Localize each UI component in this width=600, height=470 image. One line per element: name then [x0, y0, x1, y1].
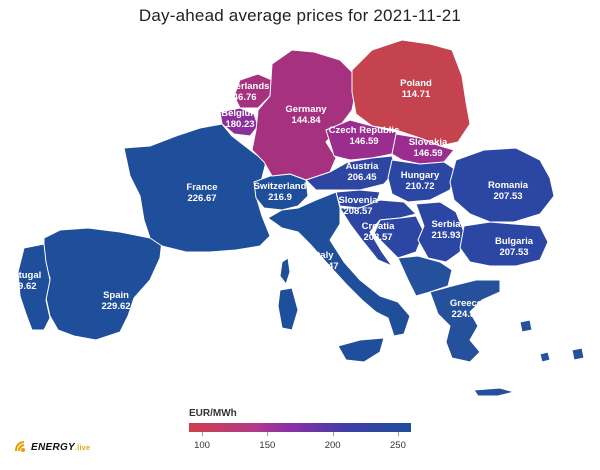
legend-color-scale [189, 423, 411, 432]
country-price-netherlands: 146.76 [227, 92, 256, 103]
country-name-netherlands: Netherlands [215, 81, 270, 92]
country-name-spain: Spain [103, 290, 129, 301]
country-netherlands[interactable] [233, 73, 273, 109]
legend-tick-label: 150 [259, 440, 276, 451]
country-hungary[interactable] [387, 159, 457, 203]
country-price-croatia: 208.57 [363, 232, 392, 243]
country-serbia[interactable] [415, 201, 465, 263]
country-price-romania: 207.53 [493, 191, 522, 202]
country-price-poland: 114.71 [402, 89, 431, 100]
legend-tick-mark [397, 432, 399, 436]
country-name-france: France [186, 182, 217, 193]
country-greece[interactable] [429, 279, 501, 363]
legend-tick-label: 200 [324, 440, 341, 451]
country-name-hungary: Hungary [401, 170, 440, 181]
map-title: Day-ahead average prices for 2021-11-21 [138, 6, 462, 25]
country-price-portugal: 229.62 [7, 281, 36, 292]
country-name-serbia: Serbia [431, 219, 461, 230]
island-aegean [519, 319, 533, 333]
country-price-switzerland: 216.9 [268, 192, 292, 203]
signal-icon [15, 441, 25, 452]
country-bosnia [373, 215, 425, 259]
country-price-spain: 229.62 [101, 301, 130, 312]
country-bulgaria[interactable] [459, 221, 549, 267]
country-name-germany: Germany [285, 104, 327, 115]
island-crete [473, 387, 515, 397]
island-sicily [337, 337, 385, 363]
country-portugal[interactable] [17, 243, 51, 331]
country-belgium[interactable] [219, 107, 259, 137]
country-price-france: 226.67 [187, 193, 216, 204]
country-name-switzerland: Switzerland [254, 181, 307, 192]
country-price-slovakia: 146.59 [413, 148, 442, 159]
island-corsica [279, 257, 291, 285]
country-romania[interactable] [449, 147, 555, 223]
country-name-belgium: Belgium [221, 108, 258, 119]
country-name-slovakia: Slovakia [409, 137, 448, 148]
legend-tick-label: 250 [390, 440, 406, 451]
country-price-slovenia: 208.57 [343, 206, 372, 217]
country-poland[interactable] [351, 39, 471, 147]
island-aegean [571, 347, 585, 361]
island-sardinia [277, 287, 299, 331]
country-price-czech-republic: 146.59 [349, 136, 378, 147]
legend-tick-mark [202, 432, 204, 436]
country-price-austria: 206.45 [347, 172, 377, 183]
island-aegean [539, 351, 551, 363]
legend-tick-mark [332, 432, 334, 436]
country-name-italy: Italy [314, 250, 334, 261]
country-price-italy: 223.47 [309, 261, 338, 272]
country-france[interactable] [123, 123, 271, 253]
logo-text: ENERGY.live [31, 442, 91, 453]
country-price-germany: 144.84 [291, 115, 321, 126]
country-name-bulgaria: Bulgaria [495, 236, 534, 247]
country-price-belgium: 180.23 [225, 119, 254, 130]
legend-tick-mark [267, 432, 269, 436]
country-name-poland: Poland [400, 78, 432, 89]
country-name-austria: Austria [346, 161, 379, 172]
legend-title: EUR/MWh [189, 408, 237, 419]
country-price-serbia: 215.93 [431, 230, 460, 241]
country-western-balkans [397, 255, 453, 297]
legend-tick-label: 100 [194, 440, 210, 451]
country-germany[interactable] [251, 49, 357, 181]
country-price-greece: 224.85 [451, 309, 481, 320]
country-price-bulgaria: 207.53 [499, 247, 528, 258]
country-spain[interactable] [43, 227, 163, 341]
country-name-czech-republic: Czech Republic [329, 125, 400, 136]
country-name-romania: Romania [488, 180, 529, 191]
country-name-slovenia: Slovenia [338, 195, 378, 206]
country-croatia[interactable] [339, 199, 417, 267]
country-italy[interactable] [267, 191, 411, 337]
country-price-hungary: 210.72 [405, 181, 434, 192]
country-name-portugal: Portugal [3, 270, 42, 281]
country-name-croatia: Croatia [362, 221, 395, 232]
country-name-greece: Greece [450, 298, 482, 309]
